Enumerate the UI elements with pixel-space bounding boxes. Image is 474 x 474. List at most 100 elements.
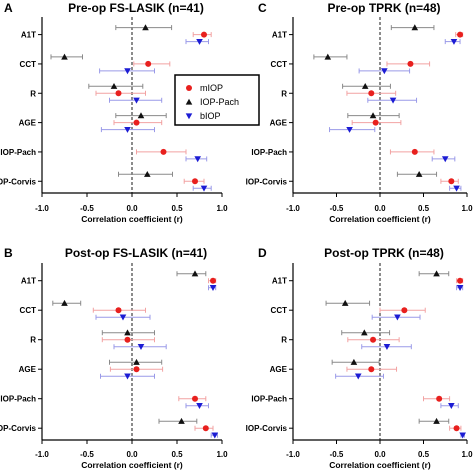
data-point [196,403,203,409]
data-point [433,270,440,277]
data-point [361,329,368,336]
series-miop [92,277,217,432]
y-category-label: IOP-Pach [0,148,36,157]
panel-letter: D [258,246,267,260]
data-point [124,126,131,133]
data-point [133,358,140,365]
y-category-label: A1T [272,277,287,286]
data-point [448,178,455,185]
data-point [361,82,369,89]
series-iop-pach [325,270,450,424]
data-point [192,395,198,402]
data-point [370,336,377,343]
x-tick-label: 1.0 [216,450,228,459]
data-point [133,366,140,373]
y-category-label: R [30,336,36,345]
y-category-label: AGE [270,119,288,128]
data-point [144,170,151,177]
data-point [383,344,391,350]
x-axis-label: Correlation coefficient (r) [81,214,183,224]
data-point [61,53,68,60]
data-point [133,119,140,126]
data-point [142,24,149,31]
y-category-label: AGE [270,365,288,374]
y-category-label: IOP-Corvis [246,424,288,433]
x-tick-label: 0.0 [374,450,386,459]
legend-marker [185,98,193,105]
data-point [459,432,466,439]
data-point [341,299,349,306]
data-point [115,90,122,97]
panel-letter: B [4,246,13,260]
data-point [457,31,464,38]
y-category-label: R [281,89,287,98]
data-point [450,38,458,45]
x-tick-label: 0.0 [126,450,138,459]
x-tick-label: -1.0 [35,450,49,459]
data-point [441,156,449,163]
data-point [209,285,217,291]
x-tick-label: 0.0 [126,204,138,213]
data-point [61,299,68,306]
data-point [124,329,131,336]
y-category-label: R [30,89,36,98]
panel-title: Pre-op TPRK (n=48) [327,1,440,15]
data-point [201,31,207,38]
y-category-label: IOP-Corvis [0,177,37,186]
x-tick-label: 0.5 [171,450,183,459]
x-tick-label: -1.0 [286,450,300,459]
y-category-label: IOP-Corvis [246,177,288,186]
panel-title: Pre-op FS-LASIK (n=41) [68,1,204,15]
y-category-label: A1T [21,31,36,40]
legend-label: IOP-Pach [200,97,239,107]
legend: mIOP IOP-Pach bIOP [174,74,260,126]
x-tick-label: 0.5 [171,204,183,213]
legend-label: bIOP [200,111,221,121]
data-point [194,156,201,163]
data-point [137,112,145,119]
panel-d: D Post-op TPRK (n=48) -1.0 -0.5 0.0 0.5 1.0 Cor… [246,246,473,470]
series-biop [95,285,219,439]
data-point [160,148,167,155]
data-point [369,112,377,119]
data-point [457,277,464,284]
series-biop [329,38,462,192]
data-point [453,185,460,192]
data-point [381,68,388,75]
y-category-label: CCT [20,306,37,315]
x-tick-label: 0.0 [374,204,386,213]
data-point [354,373,362,380]
data-point [200,185,208,192]
x-tick-label: -0.5 [330,450,344,459]
x-tick-label: 0.5 [418,204,430,213]
data-point [178,417,185,424]
x-tick-label: 1.0 [461,204,473,213]
x-axis-label: Correlation coefficient (r) [329,460,431,470]
panel-a: A Pre-op FS-LASIK (n=41) -1.0 -0.5 0.0 0.5 1.0… [0,1,228,224]
y-category-label: R [281,336,287,345]
series-miop [346,31,464,185]
data-point [110,82,118,89]
data-point [124,373,131,380]
legend-label: mIOP [200,83,223,93]
data-point [137,344,145,350]
y-category-label: IOP-Pach [0,395,36,404]
panel-c: C Pre-op TPRK (n=48) -1.0 -0.5 0.0 0.5 1.0 Corr… [246,1,473,224]
y-category-label: AGE [19,119,37,128]
data-point [145,60,152,67]
y-category-label: A1T [21,277,36,286]
data-point [324,53,332,60]
data-point [394,314,401,321]
data-point [401,307,408,314]
data-point [415,170,423,177]
panel-letter: C [258,1,267,15]
data-point [433,417,440,424]
data-point [119,314,127,321]
panel-letter: A [4,1,13,15]
x-tick-label: -0.5 [80,204,94,213]
series-miop [346,277,464,432]
data-point [124,68,131,75]
x-tick-label: 1.0 [216,204,228,213]
data-point [436,395,443,402]
